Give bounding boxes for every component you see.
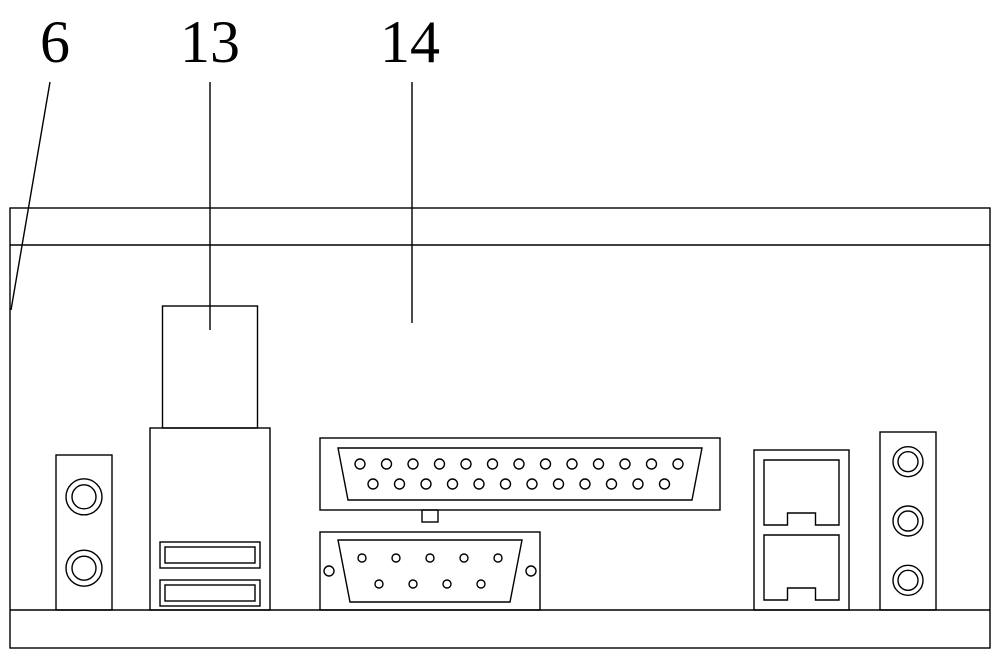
callout-label-14: 14 [380,8,440,77]
diagram-svg [0,0,1000,662]
diagram-canvas: 6 13 14 [0,0,1000,662]
callout-label-6: 6 [40,8,70,77]
callout-label-13: 13 [180,8,240,77]
